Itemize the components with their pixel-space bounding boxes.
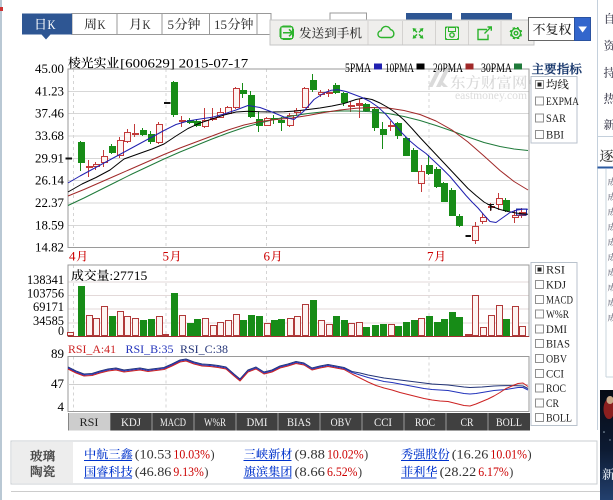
svg-text:BIAS: BIAS	[287, 415, 311, 429]
svg-text:DMI: DMI	[546, 324, 567, 336]
svg-text:18.59: 18.59	[35, 218, 64, 232]
svg-text:138341: 138341	[27, 273, 64, 287]
svg-text:RSI_A:41: RSI_A:41	[68, 342, 116, 356]
svg-text:5PMA: 5PMA	[345, 61, 371, 75]
svg-text:RSI: RSI	[80, 415, 99, 429]
svg-text:6.17%: 6.17%	[478, 465, 509, 479]
svg-text:(8.66: (8.66	[295, 465, 326, 479]
svg-text:5: 5	[168, 17, 175, 32]
svg-text:): )	[528, 448, 532, 462]
svg-text:[600629] 2015-07-17: [600629] 2015-07-17	[120, 57, 248, 71]
svg-text:15: 15	[214, 17, 227, 32]
svg-text:37.46: 37.46	[35, 107, 64, 121]
svg-text:ROC: ROC	[546, 383, 566, 395]
svg-text:7: 7	[427, 250, 434, 264]
svg-text:): )	[364, 448, 368, 462]
svg-text:(9.88: (9.88	[295, 448, 326, 462]
svg-text:33.68: 33.68	[35, 129, 64, 143]
svg-text:(28.22: (28.22	[440, 465, 477, 479]
svg-text:KDJ: KDJ	[546, 280, 566, 292]
svg-text:9.13%: 9.13%	[173, 465, 204, 479]
svg-text:): )	[211, 448, 215, 462]
svg-text:CR: CR	[546, 398, 559, 410]
svg-text:BIAS: BIAS	[546, 339, 570, 351]
svg-text:W%R: W%R	[546, 309, 569, 321]
svg-text:22.37: 22.37	[35, 196, 64, 210]
svg-text:103756: 103756	[27, 287, 64, 301]
svg-text:0: 0	[58, 324, 64, 338]
svg-text:): )	[358, 465, 362, 479]
svg-text:ROC: ROC	[415, 415, 435, 429]
svg-text:DMI: DMI	[247, 415, 268, 429]
svg-text:6: 6	[264, 250, 271, 264]
svg-text:4: 4	[69, 250, 76, 264]
svg-text:20PMA: 20PMA	[433, 61, 463, 75]
svg-text:(46.86: (46.86	[135, 465, 172, 479]
svg-text:KDJ: KDJ	[121, 415, 141, 429]
svg-text:10PMA: 10PMA	[385, 61, 414, 75]
svg-text:eastmoney.com: eastmoney.com	[455, 90, 527, 102]
svg-text:6.52%: 6.52%	[327, 465, 358, 479]
svg-text:W%R: W%R	[204, 415, 226, 429]
svg-text:69171: 69171	[33, 300, 64, 314]
svg-text:14.82: 14.82	[35, 241, 64, 255]
svg-text::27715: :27715	[109, 269, 147, 283]
svg-text:CR: CR	[461, 415, 474, 429]
svg-text:BOLL: BOLL	[546, 413, 572, 425]
svg-text:BBI: BBI	[546, 130, 564, 142]
svg-text:K: K	[48, 17, 57, 32]
svg-text:): )	[204, 465, 208, 479]
svg-text:47: 47	[51, 377, 64, 391]
svg-text:OBV: OBV	[546, 354, 568, 366]
svg-text:OBV: OBV	[331, 415, 352, 429]
svg-text:30PMA: 30PMA	[481, 61, 512, 75]
svg-text:(10.53: (10.53	[135, 448, 172, 462]
svg-text:(16.26: (16.26	[452, 448, 489, 462]
svg-text:10.03%: 10.03%	[173, 448, 210, 462]
svg-text:SAR: SAR	[546, 113, 566, 125]
svg-text:CCI: CCI	[374, 415, 392, 429]
svg-text:BOLL: BOLL	[496, 415, 522, 429]
svg-text:MACD: MACD	[546, 294, 573, 306]
svg-text:K: K	[98, 17, 107, 32]
svg-text:5: 5	[163, 250, 170, 264]
svg-text:): )	[509, 465, 513, 479]
svg-text:10.02%: 10.02%	[327, 448, 364, 462]
svg-text:41.23: 41.23	[35, 84, 64, 98]
svg-text:45.00: 45.00	[35, 62, 64, 76]
svg-text:10.01%: 10.01%	[490, 448, 527, 462]
svg-text:EXPMA: EXPMA	[546, 96, 580, 108]
svg-text:89: 89	[51, 347, 64, 361]
svg-text:29.91: 29.91	[35, 151, 64, 165]
svg-text:CCI: CCI	[546, 368, 564, 380]
svg-text:MACD: MACD	[160, 415, 186, 429]
svg-text:26.14: 26.14	[35, 174, 65, 188]
svg-text:4: 4	[58, 400, 65, 414]
svg-text:RSI_B:35: RSI_B:35	[126, 342, 174, 356]
svg-text:RSI: RSI	[546, 265, 565, 277]
svg-text:RSI_C:38: RSI_C:38	[180, 342, 228, 356]
svg-text:K: K	[143, 17, 152, 32]
svg-text:34585: 34585	[33, 314, 64, 328]
